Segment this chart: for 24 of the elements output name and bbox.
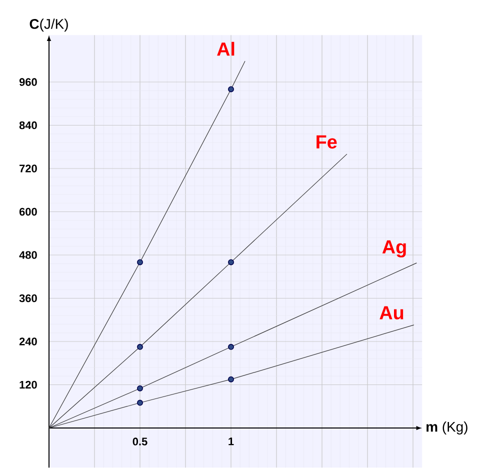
- series-label: Fe: [316, 135, 337, 149]
- x-tick-label: 1: [228, 438, 234, 446]
- y-tick-label: 840: [19, 121, 37, 130]
- point: [137, 259, 143, 266]
- x-tick-label: 0.5: [132, 438, 148, 446]
- y-tick-label: 240: [19, 338, 37, 346]
- y-tick-label: 120: [20, 380, 37, 389]
- y-tick-label: 480: [19, 251, 37, 259]
- series-label: Al: [217, 42, 234, 56]
- y-tick-label: 600: [19, 208, 37, 216]
- point: [228, 86, 234, 92]
- point: [228, 376, 234, 382]
- series-label: Ag: [382, 240, 406, 258]
- point: [228, 344, 234, 350]
- y-tick-label: 720: [20, 164, 37, 172]
- series-label: Au: [380, 306, 404, 320]
- y-tick-label: 960: [19, 78, 37, 86]
- y-axis-title: C(J/K): [30, 18, 68, 32]
- point: [137, 400, 143, 406]
- point: [137, 385, 143, 392]
- point: [137, 344, 143, 350]
- y-tick-label: 360: [19, 294, 37, 302]
- point: [228, 259, 234, 266]
- x-axis-title: m (Kg): [426, 421, 468, 434]
